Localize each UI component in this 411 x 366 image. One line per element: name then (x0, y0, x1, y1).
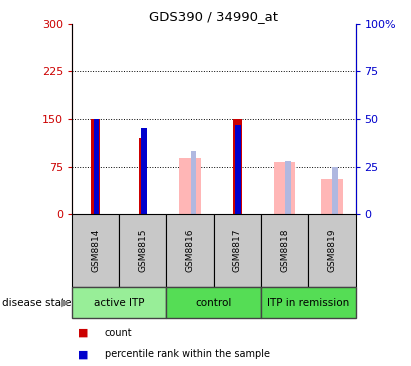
Bar (261, 214, 308, 287)
Text: percentile rank within the sample: percentile rank within the sample (105, 349, 270, 359)
Bar (139, 138, 147, 214)
Text: count: count (105, 328, 132, 338)
Bar (285, 161, 291, 214)
Bar (180, 158, 201, 214)
Bar (308, 214, 356, 287)
Text: ■: ■ (78, 349, 89, 359)
Bar (91, 119, 100, 214)
Text: active ITP: active ITP (94, 298, 144, 308)
Text: GSM8818: GSM8818 (280, 229, 289, 272)
Bar (72, 287, 166, 318)
Text: ▶: ▶ (61, 298, 69, 308)
Bar (332, 167, 338, 214)
Bar (274, 162, 295, 214)
Text: control: control (196, 298, 232, 308)
Bar (72, 214, 119, 287)
Bar (233, 119, 242, 214)
Text: GSM8816: GSM8816 (186, 229, 194, 272)
Text: GSM8819: GSM8819 (328, 229, 336, 272)
Text: GSM8817: GSM8817 (233, 229, 242, 272)
Bar (236, 125, 241, 214)
Bar (191, 151, 196, 214)
Bar (166, 287, 261, 318)
Text: GSM8814: GSM8814 (91, 229, 100, 272)
Text: ■: ■ (78, 328, 89, 338)
Title: GDS390 / 34990_at: GDS390 / 34990_at (149, 10, 278, 23)
Text: disease state: disease state (2, 298, 72, 308)
Text: GSM8815: GSM8815 (139, 229, 147, 272)
Bar (141, 128, 147, 214)
Bar (166, 214, 214, 287)
Bar (261, 287, 356, 318)
Text: ITP in remission: ITP in remission (267, 298, 349, 308)
Bar (119, 214, 166, 287)
Bar (214, 214, 261, 287)
Bar (321, 179, 342, 214)
Bar (94, 119, 99, 214)
